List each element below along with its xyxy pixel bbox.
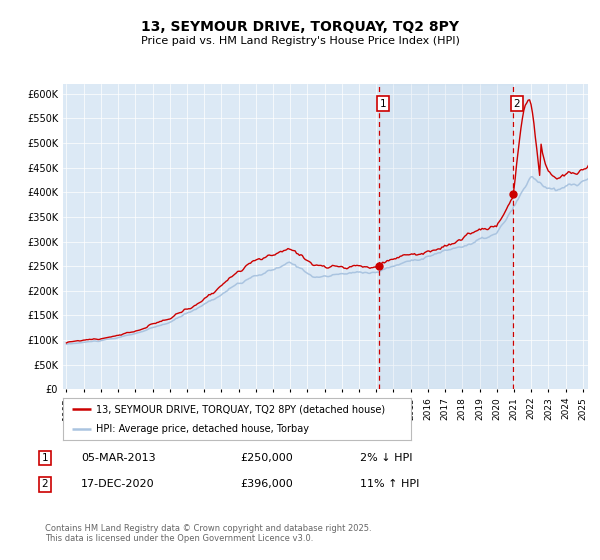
Text: 2: 2 <box>41 479 49 489</box>
Bar <box>379 84 513 389</box>
Text: £396,000: £396,000 <box>240 479 293 489</box>
Text: 2: 2 <box>514 99 520 109</box>
Text: 17-DEC-2020: 17-DEC-2020 <box>81 479 155 489</box>
Text: 11% ↑ HPI: 11% ↑ HPI <box>360 479 419 489</box>
Text: 13, SEYMOUR DRIVE, TORQUAY, TQ2 8PY (detached house): 13, SEYMOUR DRIVE, TORQUAY, TQ2 8PY (det… <box>96 404 385 414</box>
Text: 05-MAR-2013: 05-MAR-2013 <box>81 453 155 463</box>
Text: Price paid vs. HM Land Registry's House Price Index (HPI): Price paid vs. HM Land Registry's House … <box>140 36 460 46</box>
Text: Contains HM Land Registry data © Crown copyright and database right 2025.
This d: Contains HM Land Registry data © Crown c… <box>45 524 371 543</box>
Text: 1: 1 <box>379 99 386 109</box>
Text: HPI: Average price, detached house, Torbay: HPI: Average price, detached house, Torb… <box>96 424 309 434</box>
Text: 2% ↓ HPI: 2% ↓ HPI <box>360 453 413 463</box>
Text: £250,000: £250,000 <box>240 453 293 463</box>
Text: 13, SEYMOUR DRIVE, TORQUAY, TQ2 8PY: 13, SEYMOUR DRIVE, TORQUAY, TQ2 8PY <box>141 20 459 34</box>
Text: 1: 1 <box>41 453 49 463</box>
